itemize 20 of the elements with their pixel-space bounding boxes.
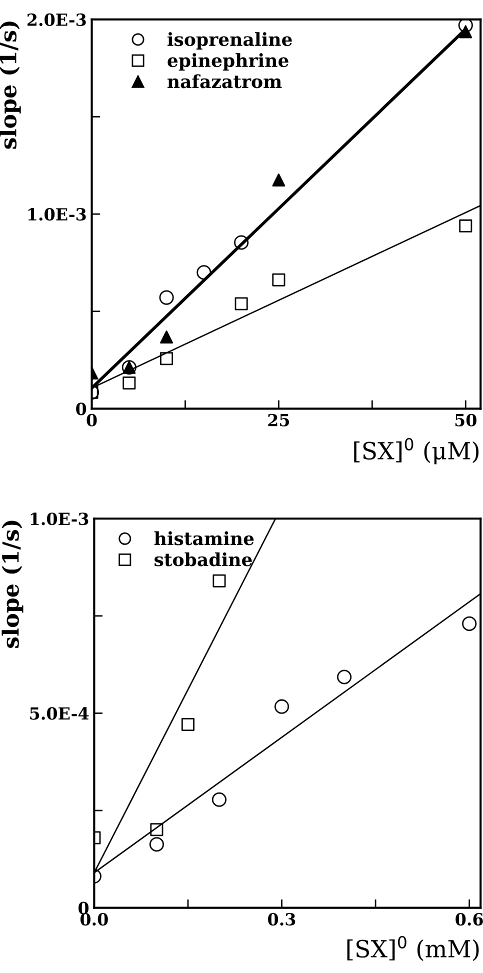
- y-tick-label: 5.0E-4: [30, 707, 89, 720]
- legend-label: stobadine: [154, 552, 252, 566]
- y-tick-label: 0: [78, 902, 89, 914]
- legend-label: epinephrine: [168, 53, 288, 71]
- x-tick-label: 0.6: [456, 912, 483, 926]
- x-axis-title: [SX]$^{0}$ (mM): [347, 936, 479, 961]
- legend-label: isoprenaline: [168, 32, 292, 50]
- x-tick-label: 0.0: [80, 912, 108, 926]
- y-tick-label: 0: [76, 402, 86, 416]
- x-tick-label: 0.3: [268, 912, 296, 926]
- y-tick-label: 1.0E-3: [30, 512, 88, 526]
- y-axis-title: slope (1/s): [2, 520, 24, 648]
- x-tick-label: 25: [268, 414, 290, 426]
- legend-label: nafazatrom: [168, 74, 282, 88]
- x-axis-title: [SX]$^{0}$ (μM): [354, 438, 479, 464]
- y-tick-label: 2.0E-3: [28, 13, 86, 26]
- x-tick-label: 0: [86, 414, 97, 426]
- x-tick-label: 50: [455, 414, 476, 426]
- y-tick-label: 1.0E-3: [28, 208, 86, 221]
- legend-label: histamine: [154, 531, 254, 546]
